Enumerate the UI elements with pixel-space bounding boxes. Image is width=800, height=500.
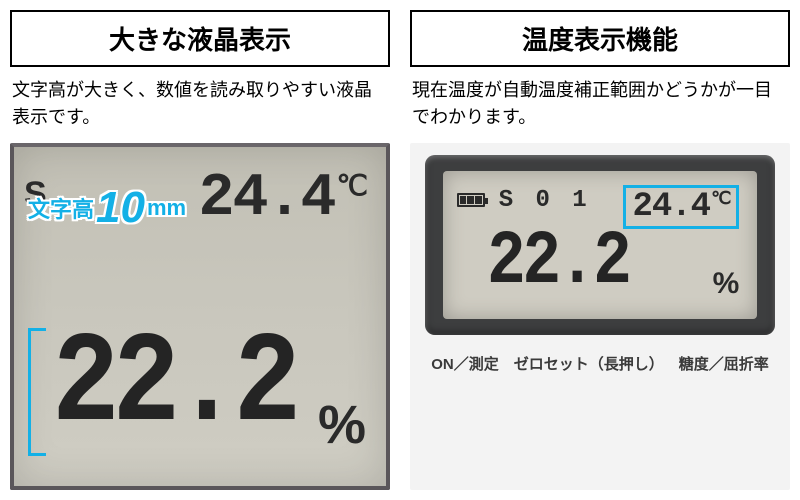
image-device: S 0 1 24.4℃ 22.2 % ON／測定 ゼロセット（長押し） 糖度／屈… [410,143,790,490]
desc-large-lcd: 文字高が大きく、数値を読み取りやすい液晶表示です。 [10,77,390,131]
lcd-main-value: 22.2 [52,313,294,458]
lcd-mode-label: S 0 1 [499,187,591,214]
desc-temp-display: 現在温度が自動温度補正範囲かどうかが一目でわかります。 [410,77,790,131]
overlay-value: 10 [96,183,145,233]
lcd-temp-value: 24.4 [632,188,710,226]
lcd-temp-box: 24.4℃ [623,185,739,229]
height-bracket-icon [28,328,46,456]
button-labels-row: ON／測定 ゼロセット（長押し） 糖度／屈折率 [425,353,775,374]
label-on-measure: ON／測定 [431,353,499,374]
lcd-main-unit: % [318,394,366,456]
overlay-prefix: 文字高 [28,192,94,224]
lcd-bezel: S 0 1 24.4℃ 22.2 % [425,155,775,335]
device-body: S 0 1 24.4℃ 22.2 % ON／測定 ゼロセット（長押し） 糖度／屈… [410,143,790,490]
label-zero-set: ゼロセット（長押し） [514,353,664,374]
label-brix-refract: 糖度／屈折率 [679,353,769,374]
lcd-top-row: 24.4 ℃ [199,165,366,233]
lcd-small-main-unit: % [713,267,740,301]
lcd-top-unit: ℃ [337,169,366,202]
title-temp-display: 温度表示機能 [410,10,790,67]
image-large-lcd: S 24.4 ℃ 22.2 % 文字高 10 mm [10,143,390,490]
overlay-label: 文字高 10 mm [28,183,186,233]
lcd-small: S 0 1 24.4℃ 22.2 % [443,171,758,319]
lcd-closeup: S 24.4 ℃ 22.2 % 文字高 10 mm [10,143,390,490]
title-large-lcd: 大きな液晶表示 [10,10,390,67]
battery-icon [457,193,485,207]
lcd-temp-unit: ℃ [711,190,730,210]
lcd-top-value: 24.4 [199,165,335,233]
panel-large-lcd: 大きな液晶表示 文字高が大きく、数値を読み取りやすい液晶表示です。 S 24.4… [10,10,390,490]
lcd-small-main-value: 22.2 [487,219,628,305]
panel-temp-display: 温度表示機能 現在温度が自動温度補正範囲かどうかが一目でわかります。 S 0 1… [410,10,790,490]
overlay-unit: mm [147,195,186,221]
